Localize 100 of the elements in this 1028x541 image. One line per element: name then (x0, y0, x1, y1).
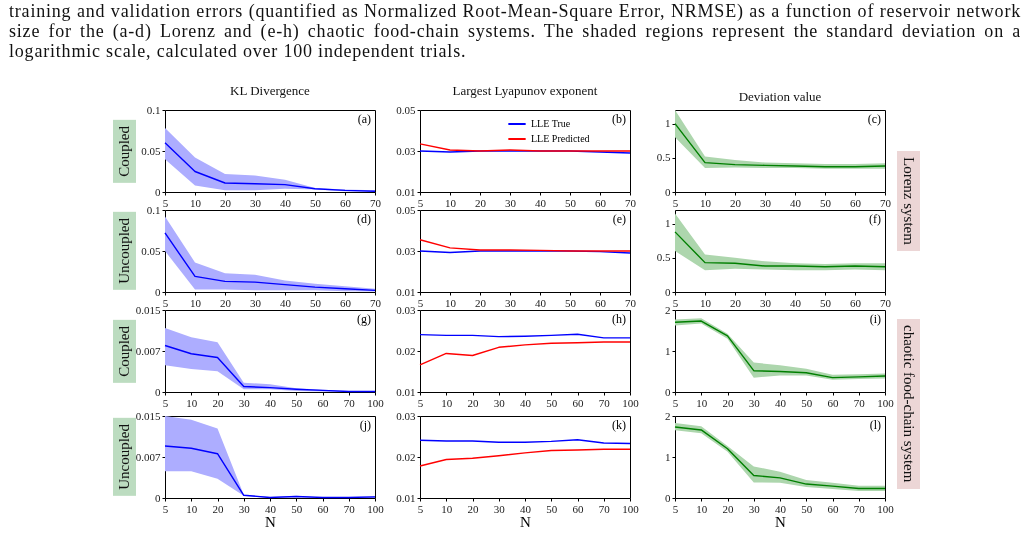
annotation: (e) (612, 212, 626, 226)
y-axis-title: Coupled (113, 319, 136, 383)
x-tick-label: 60 (340, 296, 352, 309)
y-tick-label: 0 (155, 491, 161, 504)
x-tick-label: 60 (340, 196, 352, 209)
annotation: (h) (612, 312, 626, 326)
legend-label: LLE True (531, 118, 571, 129)
y-tick-label: 1 (665, 450, 671, 463)
x-tick-label: 40 (280, 196, 292, 209)
x-tick-label: 30 (493, 502, 506, 515)
x-tick-label: 50 (820, 196, 832, 209)
x-tick-label: 30 (238, 502, 251, 515)
y-tick-label: 2 (665, 409, 671, 422)
x-tick-label: 20 (220, 196, 232, 209)
y-tick-label: 0.015 (135, 303, 161, 316)
annotation: (d) (357, 212, 371, 226)
x-tick-label: 40 (280, 296, 292, 309)
x-tick-label: 20 (730, 296, 742, 309)
x-tick-label: 100 (877, 396, 895, 409)
x-tick-label: 100 (367, 396, 385, 409)
y-tick-label: 0.03 (396, 144, 416, 157)
x-tick-label: 20 (212, 502, 224, 515)
line-series (164, 142, 376, 192)
y-tick-label: 0.01 (396, 385, 416, 398)
x-tick-label: 5 (162, 196, 169, 209)
x-tick-label: 30 (238, 396, 251, 409)
x-tick-label: 5 (672, 396, 679, 409)
y-tick-label: 1 (665, 117, 671, 130)
x-tick-label: 20 (722, 396, 734, 409)
y-tick-label: 1 (665, 217, 671, 230)
x-tick-label: 40 (265, 502, 277, 515)
x-tick-label: 30 (748, 502, 761, 515)
x-tick-label: 60 (317, 502, 329, 515)
x-tick-label: 70 (343, 396, 356, 409)
y-tick-label: 0.01 (396, 185, 416, 198)
legend-label: LLE Predicted (531, 133, 590, 144)
x-tick-label: 50 (546, 502, 558, 515)
y-tick-label: 0 (665, 285, 671, 298)
x-axis-title: N (520, 513, 532, 530)
line-series (419, 341, 631, 366)
annotation: (j) (359, 418, 371, 432)
chart-title: Largest Lyapunov exponent (452, 83, 598, 98)
x-tick-label: 50 (310, 296, 322, 309)
line-series (674, 231, 886, 268)
line-series (164, 344, 376, 393)
x-tick-label: 20 (467, 396, 479, 409)
x-tick-label: 10 (190, 196, 202, 209)
x-tick-label: 5 (417, 196, 424, 209)
x-tick-label: 60 (850, 196, 862, 209)
line-series (164, 445, 376, 499)
x-tick-label: 40 (790, 296, 802, 309)
x-tick-label: 5 (672, 502, 679, 515)
x-tick-label: 10 (190, 296, 202, 309)
x-tick-label: 50 (801, 396, 813, 409)
y-tick-label: 0.5 (656, 251, 671, 264)
x-tick-label: 5 (672, 296, 679, 309)
x-axis-title: N (265, 513, 277, 530)
y-tick-label: 0.05 (141, 244, 161, 257)
y-tick-label: 2 (665, 303, 671, 316)
x-tick-label: 60 (595, 196, 607, 209)
y-tick-label: 0 (665, 385, 671, 398)
x-tick-label: 70 (598, 502, 611, 515)
annotation: (k) (612, 418, 626, 432)
x-tick-label: 50 (801, 502, 813, 515)
y-tick-label: 0.02 (396, 344, 416, 357)
x-tick-label: 40 (775, 396, 787, 409)
y-tick-label: 1 (665, 344, 671, 357)
chart-title: KL Divergence (230, 83, 311, 98)
annotation: (a) (357, 112, 371, 126)
x-tick-label: 20 (220, 296, 232, 309)
annotation: (l) (869, 418, 881, 432)
x-tick-label: 50 (310, 196, 322, 209)
annotation: (g) (357, 312, 371, 326)
x-tick-label: 10 (700, 196, 712, 209)
x-tick-label: 100 (877, 502, 895, 515)
x-tick-label: 60 (572, 502, 584, 515)
y-tick-label: 0 (155, 285, 161, 298)
x-tick-label: 60 (572, 396, 584, 409)
x-tick-label: 70 (370, 296, 382, 309)
x-tick-label: 50 (291, 502, 303, 515)
x-tick-label: 70 (598, 396, 611, 409)
x-tick-label: 70 (625, 196, 637, 209)
x-tick-label: 5 (162, 296, 169, 309)
x-tick-label: 100 (622, 502, 640, 515)
line-series (419, 239, 631, 252)
x-tick-label: 5 (417, 396, 424, 409)
y-tick-label: 0 (665, 185, 671, 198)
x-tick-label: 5 (672, 196, 679, 209)
annotation: (b) (612, 112, 626, 126)
x-tick-label: 50 (291, 396, 303, 409)
x-tick-label: 10 (445, 296, 457, 309)
line-series (164, 232, 376, 292)
x-tick-label: 30 (250, 196, 262, 209)
x-tick-label: 50 (546, 396, 558, 409)
y-tick-label: 0.1 (146, 103, 161, 116)
y-tick-label: 0.03 (396, 244, 416, 257)
x-tick-label: 30 (493, 396, 506, 409)
y-tick-label: 0.03 (396, 409, 416, 422)
x-tick-label: 10 (441, 396, 453, 409)
x-tick-label: 70 (343, 502, 356, 515)
